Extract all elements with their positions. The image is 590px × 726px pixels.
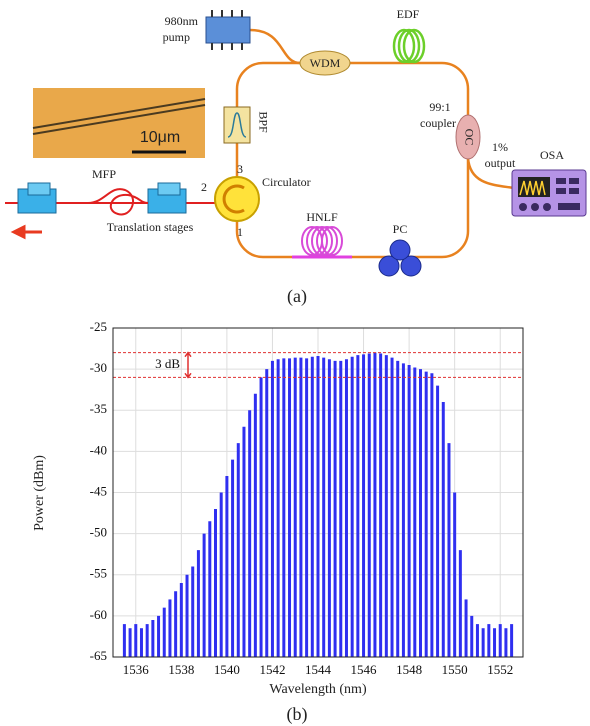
spectrum-chart: Power (dBm) Wavelength (nm) (b) -25 -30 -3…: [32, 319, 524, 725]
port-label: 1: [237, 225, 243, 239]
wdm-label: WDM: [310, 56, 341, 70]
x-axis-label: Wavelength (nm): [269, 682, 367, 697]
y-tick-label: -65: [90, 648, 107, 663]
output-fiber: [466, 157, 515, 190]
output-label: output: [485, 156, 516, 170]
y-tick-label: -45: [90, 483, 107, 498]
y-tick-label: -50: [90, 525, 107, 540]
pc-label: PC: [393, 222, 408, 236]
microfiber-edge: [32, 104, 206, 135]
x-tick-label: 1538: [168, 662, 194, 677]
plot-frame: [112, 327, 524, 658]
microfiber-edge: [32, 98, 206, 129]
x-tick-label: 1542: [259, 662, 285, 677]
coupler-ratio: 99:1: [429, 100, 450, 114]
translation-stage: [147, 182, 187, 214]
wdm: [299, 50, 351, 76]
mfp-loop: [87, 188, 149, 216]
mfp-label: MFP: [92, 167, 116, 181]
y-tick-label: -35: [90, 401, 107, 416]
output-percent: 1%: [492, 140, 508, 154]
y-tick-label: -60: [90, 607, 107, 622]
bpf-label: BPF: [256, 111, 270, 133]
scale-bar-label: 10μm: [140, 129, 180, 146]
motion-arrow: [10, 224, 42, 240]
osa-label: OSA: [540, 148, 564, 162]
edf-coil: [392, 28, 426, 64]
panel-label: (a): [287, 286, 307, 307]
pump-label: 980nm: [165, 14, 199, 28]
y-tick-label: -55: [90, 566, 107, 581]
coupler-label: coupler: [420, 116, 456, 130]
circulator-arrow: [222, 184, 245, 214]
oc-label: OC: [462, 129, 476, 146]
port-label: 3: [237, 162, 243, 176]
translation-stage: [17, 182, 57, 214]
pump-chip: [205, 16, 251, 44]
hnlf-label: HNLF: [306, 210, 338, 224]
edf-label: EDF: [397, 7, 420, 21]
port-label: 2: [201, 180, 207, 194]
osa-buttons: [519, 178, 580, 211]
bpf-curve: [227, 112, 247, 138]
x-tick-label: 1546: [351, 662, 378, 677]
fiber-ring: [235, 61, 470, 259]
annotation: 3 dB: [155, 356, 180, 371]
pump-fiber: [249, 28, 301, 65]
x-tick-label: 1550: [442, 662, 468, 677]
x-tick-label: 1536: [123, 662, 150, 677]
osa-trace: [519, 180, 546, 196]
annotation-arrow: [184, 351, 192, 379]
pump-pins: [211, 10, 243, 50]
setup-diagram: 980nm pump WDM EDF 99:1 coupler OC 1% ou…: [5, 7, 587, 307]
x-tick-label: 1544: [305, 662, 332, 677]
stages-label: Translation stages: [107, 220, 194, 234]
pump-label: pump: [163, 30, 190, 44]
x-tick-label: 1540: [214, 662, 240, 677]
circulator: [214, 176, 260, 222]
y-tick-label: -30: [90, 360, 107, 375]
polarization-controller: [378, 239, 422, 277]
circulator-label: Circulator: [262, 175, 311, 189]
x-tick-label: 1552: [487, 662, 513, 677]
y-axis-label: Power (dBm): [32, 455, 47, 531]
x-tick-label: 1548: [396, 662, 422, 677]
panel-label: (b): [287, 704, 308, 725]
y-tick-label: -25: [90, 319, 107, 334]
y-tick-label: -40: [90, 442, 107, 457]
output-coupler: [455, 114, 481, 160]
hnlf-coil: [301, 226, 343, 256]
